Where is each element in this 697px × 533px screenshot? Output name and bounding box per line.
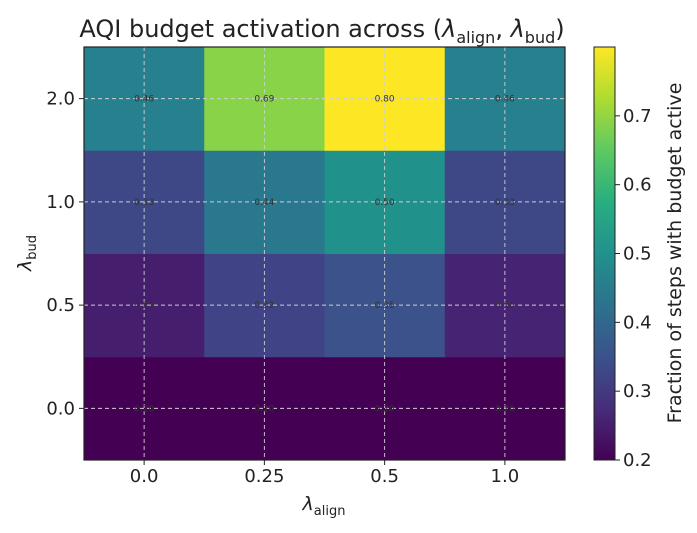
x-axis-label: λalign xyxy=(302,493,346,519)
y-tick-label: 0.0 xyxy=(46,398,75,419)
cell-value-label: 0.26 xyxy=(495,301,515,311)
colorbar xyxy=(593,46,616,461)
x-tick-label: 0.5 xyxy=(370,466,399,487)
colorbar-label: Fraction of steps with budget active xyxy=(664,83,686,424)
cell-labels: 0.20 0.20 0.20 0.20 0.25 0.32 0.35 0.26 0.33 0.44… xyxy=(134,95,515,415)
x-tick-label: 1.0 xyxy=(491,466,520,487)
colorbar-tick-label: 0.5 xyxy=(623,244,652,265)
cell-value-label: 0.25 xyxy=(134,301,154,311)
cell-value-label: 0.80 xyxy=(375,95,395,105)
cell-value-label: 0.20 xyxy=(134,404,154,414)
cell-value-label: 0.46 xyxy=(495,95,515,105)
plot-frame xyxy=(83,46,566,461)
cell-value-label: 0.35 xyxy=(375,301,395,311)
cell-value-label: 0.69 xyxy=(254,95,274,105)
colorbar-tick-label: 0.6 xyxy=(623,175,652,196)
colorbar-ticks: 0.2 0.3 0.4 0.5 0.6 0.7 xyxy=(615,106,652,471)
x-tick-label: 0.25 xyxy=(244,466,284,487)
cell-value-label: 0.50 xyxy=(375,198,395,208)
y-tick-label: 1.0 xyxy=(46,192,75,213)
x-tick-label: 0.0 xyxy=(130,466,159,487)
cell-value-label: 0.32 xyxy=(254,301,274,311)
cell-value-label: 0.20 xyxy=(495,404,515,414)
y-tick-label: 0.5 xyxy=(46,295,75,316)
colorbar-tick-label: 0.4 xyxy=(623,312,652,333)
cell-value-label: 0.33 xyxy=(495,198,515,208)
grid-lines xyxy=(84,47,565,460)
y-axis-label: λbud xyxy=(14,235,40,272)
colorbar-tick-label: 0.3 xyxy=(623,381,652,402)
colorbar-tick-label: 0.7 xyxy=(623,106,652,127)
cell-value-label: 0.20 xyxy=(375,404,395,414)
cell-value-label: 0.44 xyxy=(254,198,274,208)
colorbar-tick-label: 0.2 xyxy=(623,450,652,471)
cell-value-label: 0.46 xyxy=(134,95,154,105)
cell-value-label: 0.20 xyxy=(254,404,274,414)
x-axis-ticks: 0.0 0.25 0.5 1.0 xyxy=(130,460,519,487)
y-axis-ticks: 0.0 0.5 1.0 2.0 xyxy=(46,89,84,419)
chart-title: AQI budget activation across (λalign, λb… xyxy=(79,15,564,47)
cell-value-label: 0.33 xyxy=(134,198,154,208)
y-tick-label: 2.0 xyxy=(46,89,75,110)
heatmap-cells xyxy=(84,47,566,461)
